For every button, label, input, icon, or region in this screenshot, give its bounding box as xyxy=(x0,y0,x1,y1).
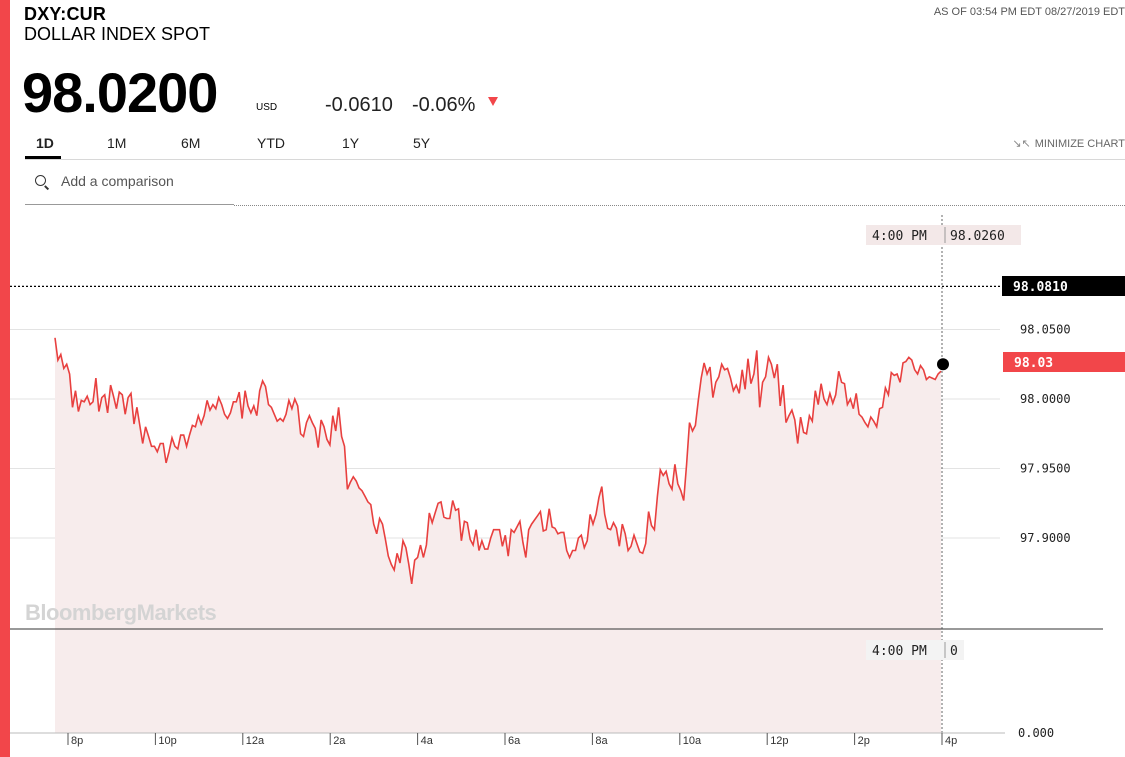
x-tick-label: 2a xyxy=(333,735,346,747)
as-of-timestamp: AS OF 03:54 PM EDT 08/27/2019 EDT xyxy=(933,6,1125,18)
y-tick-label: 98.0500 xyxy=(1020,323,1071,337)
tab-1y[interactable]: 1Y xyxy=(342,135,360,151)
tab-1m[interactable]: 1M xyxy=(107,135,127,151)
price-change: -0.0610 xyxy=(325,94,393,116)
active-tab-indicator xyxy=(25,156,61,159)
x-tick-label: 12p xyxy=(770,735,788,747)
volume-time-label: 4:00 PM xyxy=(872,644,927,659)
ticker-symbol: DXY:CUR xyxy=(24,4,107,24)
tab-1d[interactable]: 1D xyxy=(36,135,54,151)
x-tick-label: 4a xyxy=(421,735,434,747)
price-labels: 4:00 PM 98.0260 98.0810 98.03 4:00 PM 0 xyxy=(866,225,1125,660)
crosshair-price-label: 98.0260 xyxy=(950,229,1005,244)
price-area-fill xyxy=(55,337,941,733)
last-price: 98.0200 xyxy=(22,61,218,124)
crosshair-label-box xyxy=(866,225,1021,245)
comparison-search xyxy=(25,166,234,205)
x-tick-label: 12a xyxy=(246,735,265,747)
volume-value-label: 0 xyxy=(950,644,958,659)
y-tick-label: 98.0000 xyxy=(1020,392,1071,406)
down-arrow-icon xyxy=(488,97,498,106)
last-price-label-box xyxy=(1003,352,1125,372)
x-tick-label: 6a xyxy=(508,735,521,747)
minimize-chart-label: MINIMIZE CHART xyxy=(1034,138,1125,150)
price-line xyxy=(54,337,942,585)
volume-label-box xyxy=(866,640,964,660)
watermark-logo: BloombergMarkets xyxy=(25,600,217,625)
x-tick-label: 10a xyxy=(683,735,702,747)
last-price-label: 98.03 xyxy=(1014,356,1053,371)
search-icon xyxy=(35,175,46,186)
x-axis: 8p 10p 12a 2a 4a 6a 8a 10a 12p 2p 4p xyxy=(10,732,1005,747)
minimize-chart-button[interactable]: ↘↖ MINIMIZE CHART xyxy=(1012,137,1125,150)
y-tick-label: 97.9000 xyxy=(1020,531,1071,545)
tab-5y[interactable]: 5Y xyxy=(413,135,431,151)
tab-6m[interactable]: 6M xyxy=(181,135,201,151)
time-range-tabs: 1D 1M 6M YTD 1Y 5Y xyxy=(25,132,1125,160)
currency-label: USD xyxy=(256,102,278,113)
x-tick-label: 8a xyxy=(595,735,608,747)
x-tick-label: 10p xyxy=(158,735,176,747)
price-change-percent: -0.06% xyxy=(412,94,476,116)
y-tick-label: 97.9500 xyxy=(1020,462,1071,476)
search-divider xyxy=(234,205,1125,206)
tab-ytd[interactable]: YTD xyxy=(257,135,285,151)
previous-close-label-box xyxy=(1002,276,1125,296)
last-price-point xyxy=(937,358,949,371)
y-zero-label: 0.000 xyxy=(1018,726,1054,740)
previous-close-label: 98.0810 xyxy=(1013,280,1068,295)
x-tick-label: 4p xyxy=(945,735,957,747)
x-tick-label: 8p xyxy=(71,735,83,747)
minimize-icon: ↘↖ xyxy=(1012,138,1031,150)
x-tick-label: 2p xyxy=(858,735,870,747)
accent-bar xyxy=(0,0,10,757)
comparison-search-input[interactable] xyxy=(59,172,233,190)
crosshair-time-label: 4:00 PM xyxy=(872,229,927,244)
security-name: DOLLAR INDEX SPOT xyxy=(24,24,211,44)
y-axis: 98.0500 98.0000 97.9500 97.9000 0.000 xyxy=(1018,323,1071,741)
